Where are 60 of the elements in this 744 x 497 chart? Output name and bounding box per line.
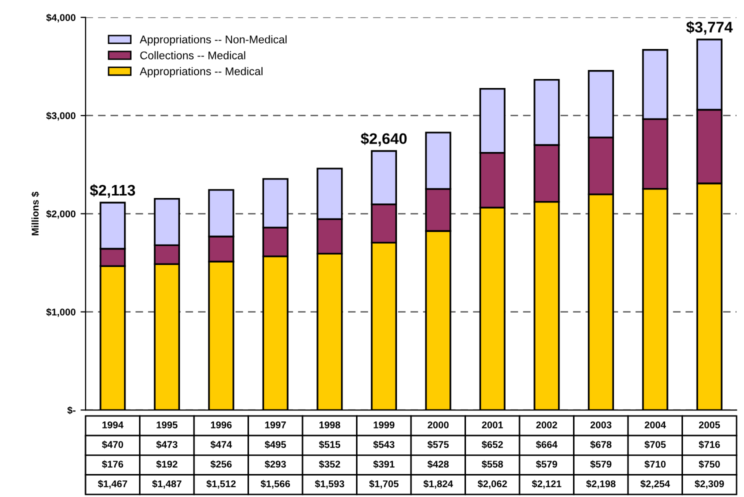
data-label: $678	[590, 440, 612, 449]
data-label: $664	[536, 440, 558, 449]
data-label: $495	[264, 440, 286, 449]
data-label: $558	[482, 460, 503, 468]
legend-label: Collections -- Medical	[140, 51, 246, 60]
data-label: $470	[102, 440, 124, 449]
data-label: $705	[644, 440, 666, 449]
total-label: $2,640	[360, 132, 407, 146]
x-tick-label: 1998	[319, 421, 340, 428]
y-axis-title: Millions $	[31, 192, 40, 236]
data-label: $543	[373, 440, 394, 449]
y-tick-label: $-	[67, 406, 76, 414]
data-label: $710	[644, 460, 666, 468]
x-tick-label: 1999	[374, 421, 394, 428]
data-label: $428	[428, 460, 449, 468]
x-tick-label: 1995	[156, 421, 178, 428]
data-label: $1,705	[369, 480, 399, 489]
data-label: $515	[319, 440, 340, 449]
data-label: $1,487	[152, 480, 182, 489]
y-tick-label: $2,000	[46, 210, 76, 219]
data-label: $652	[482, 440, 503, 449]
data-label: $579	[536, 460, 558, 468]
data-label: $352	[319, 460, 340, 468]
y-tick-label: $1,000	[46, 308, 76, 317]
data-label: $2,062	[478, 480, 507, 489]
total-label: $3,774	[686, 21, 733, 35]
data-label: $473	[156, 440, 178, 449]
data-label: $1,566	[260, 480, 290, 489]
data-label: $1,593	[314, 480, 344, 489]
x-tick-label: 2000	[428, 421, 449, 428]
data-label: $192	[156, 460, 178, 468]
x-tick-label: 2002	[536, 421, 558, 428]
data-label: $716	[698, 440, 720, 449]
x-tick-label: 2005	[698, 421, 720, 428]
x-tick-label: 1994	[102, 421, 124, 428]
data-label: $579	[590, 460, 612, 468]
x-tick-label: 1996	[210, 421, 232, 428]
data-label: $1,467	[98, 480, 128, 489]
y-tick-label: $3,000	[46, 112, 76, 121]
data-label: $293	[264, 460, 286, 468]
data-label: $750	[698, 460, 720, 468]
data-label: $2,254	[640, 480, 670, 489]
data-label: $1,512	[206, 480, 236, 489]
data-label: $256	[210, 460, 232, 468]
x-tick-label: 2004	[644, 421, 666, 428]
x-tick-label: 2003	[590, 421, 612, 428]
data-label: $1,824	[423, 480, 453, 489]
data-label: $391	[373, 460, 394, 468]
data-label: $176	[102, 460, 124, 468]
data-label: $2,198	[586, 480, 616, 489]
data-label: $2,309	[694, 480, 724, 489]
total-label: $2,113	[90, 184, 136, 198]
x-tick-label: 2001	[482, 421, 503, 428]
y-tick-label: $4,000	[46, 14, 76, 22]
legend-label: Appropriations -- Non-Medical	[140, 35, 287, 46]
x-tick-label: 1997	[265, 421, 286, 428]
data-label: $2,121	[532, 480, 562, 489]
data-label: $474	[210, 440, 232, 449]
data-label: $575	[428, 440, 449, 449]
legend-label: Appropriations -- Medical	[140, 67, 262, 78]
